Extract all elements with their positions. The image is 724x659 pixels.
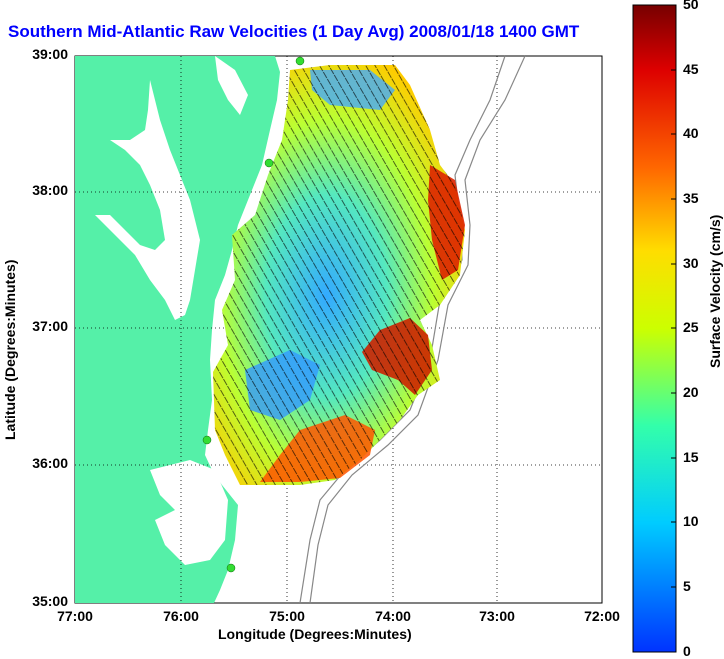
ytick-label: 37:00: [32, 318, 68, 334]
xtick-label: 72:00: [584, 608, 620, 624]
colorbar-tick-label: 35: [683, 190, 699, 206]
ytick-label: 36:00: [32, 455, 68, 471]
colorbar-tick-label: 30: [683, 255, 699, 271]
map-title: Southern Mid-Atlantic Raw Velocities (1 …: [8, 22, 580, 41]
colorbar-ticks: [671, 4, 676, 653]
pamlico-sound: [150, 460, 228, 565]
colorbar-tick-label: 20: [683, 384, 699, 400]
colorbar-tick-label: 40: [683, 125, 699, 141]
colorbar: [632, 4, 677, 653]
colorbar-tick-label: 45: [683, 61, 699, 77]
xtick-label: 77:00: [57, 608, 93, 624]
colorbar-tick-label: 25: [683, 319, 699, 335]
colorbar-label: Surface Velocity (cm/s): [707, 214, 723, 368]
y-axis-label: Latitude (Degrees:Minutes): [2, 259, 18, 440]
colorbar-tick-label: 15: [683, 449, 699, 465]
chesapeake-bay: [95, 80, 200, 320]
bathymetry-contours: [299, 55, 526, 604]
ytick-label: 38:00: [32, 182, 68, 198]
station-marker: [295, 56, 305, 66]
velocity-arrows: [213, 65, 465, 485]
land-area: [75, 56, 280, 603]
delaware-bay: [215, 56, 248, 115]
x-axis-label: Longitude (Degrees:Minutes): [218, 626, 412, 642]
xtick-label: 73:00: [479, 608, 515, 624]
xtick-label: 76:00: [163, 608, 199, 624]
xtick-label: 75:00: [269, 608, 305, 624]
colorbar-tick-label: 50: [683, 0, 699, 12]
ytick-label: 39:00: [32, 46, 68, 62]
station-marker: [202, 435, 212, 445]
station-marker: [226, 563, 236, 573]
colorbar-tick-label: 5: [683, 578, 691, 594]
colorbar-tick-label: 10: [683, 513, 699, 529]
ytick-label: 35:00: [32, 593, 68, 609]
radar-stations: [202, 56, 305, 573]
xtick-label: 74:00: [375, 608, 411, 624]
colorbar-tick-label: 0: [683, 643, 691, 659]
station-marker: [264, 158, 274, 168]
